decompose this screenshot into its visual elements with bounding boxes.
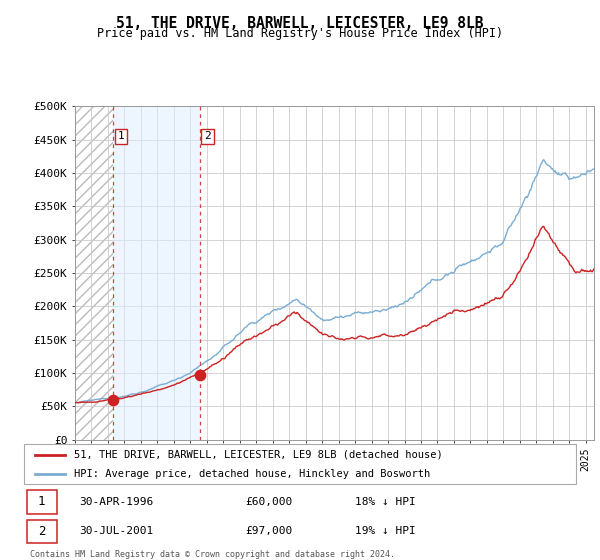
Text: 18% ↓ HPI: 18% ↓ HPI xyxy=(355,497,416,507)
Text: 1: 1 xyxy=(38,496,46,508)
FancyBboxPatch shape xyxy=(27,520,57,543)
Point xyxy=(195,371,205,380)
Text: Price paid vs. HM Land Registry's House Price Index (HPI): Price paid vs. HM Land Registry's House … xyxy=(97,27,503,40)
Text: HPI: Average price, detached house, Hinckley and Bosworth: HPI: Average price, detached house, Hinc… xyxy=(74,469,430,479)
Text: £97,000: £97,000 xyxy=(245,526,292,536)
Text: 51, THE DRIVE, BARWELL, LEICESTER, LE9 8LB: 51, THE DRIVE, BARWELL, LEICESTER, LE9 8… xyxy=(116,16,484,31)
Text: 2: 2 xyxy=(204,132,211,141)
Text: 2: 2 xyxy=(38,525,46,538)
Bar xyxy=(75,106,113,440)
Text: 30-APR-1996: 30-APR-1996 xyxy=(79,497,154,507)
FancyBboxPatch shape xyxy=(27,490,57,514)
Text: 51, THE DRIVE, BARWELL, LEICESTER, LE9 8LB (detached house): 51, THE DRIVE, BARWELL, LEICESTER, LE9 8… xyxy=(74,450,442,460)
Text: 1: 1 xyxy=(118,132,124,141)
Text: 30-JUL-2001: 30-JUL-2001 xyxy=(79,526,154,536)
Text: £60,000: £60,000 xyxy=(245,497,292,507)
Text: 19% ↓ HPI: 19% ↓ HPI xyxy=(355,526,416,536)
Point xyxy=(109,395,118,404)
Text: Contains HM Land Registry data © Crown copyright and database right 2024.
This d: Contains HM Land Registry data © Crown c… xyxy=(30,550,395,560)
FancyBboxPatch shape xyxy=(24,444,576,484)
Bar xyxy=(113,106,200,440)
